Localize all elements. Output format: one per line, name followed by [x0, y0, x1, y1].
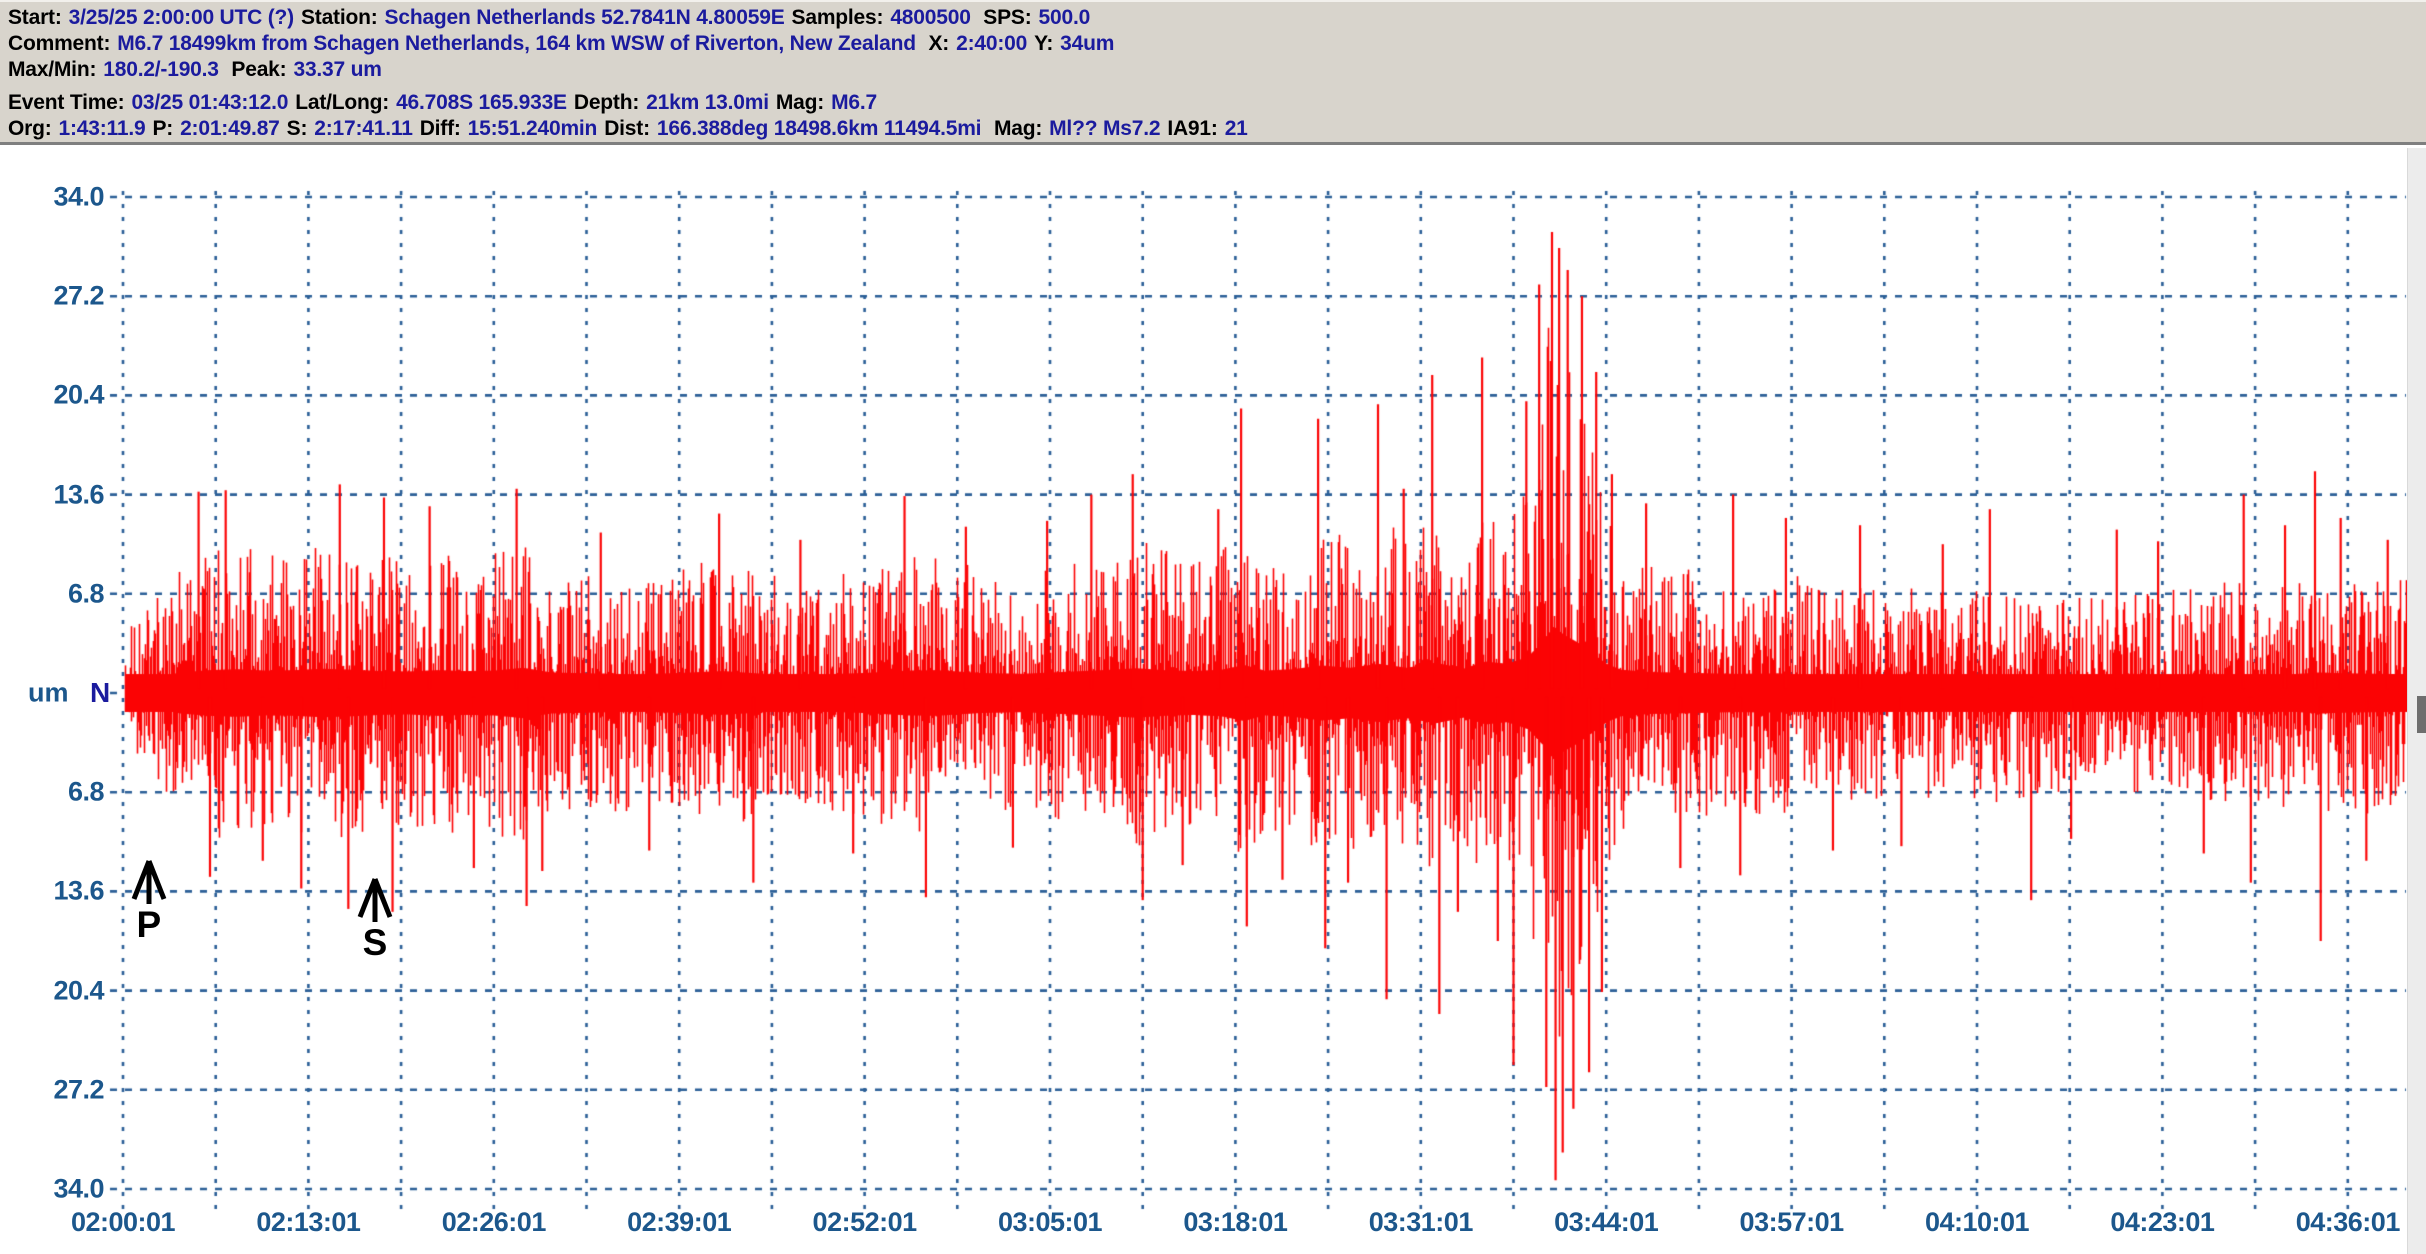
y-tick-label: 27.2	[53, 1074, 104, 1105]
field-label: Peak:	[225, 58, 287, 81]
field-label: Max/Min:	[8, 58, 97, 81]
scrollbar-thumb[interactable]	[2417, 696, 2426, 733]
field-value: 166.388deg 18498.6km 11494.5mi	[656, 117, 982, 140]
field-label: Mag:	[988, 117, 1043, 140]
field-label: Station:	[300, 6, 378, 29]
field-label: Samples:	[791, 6, 884, 29]
info-line: Comment: M6.7 18499km from Schagen Nether…	[8, 31, 2426, 57]
field-value: M6.7 18499km from Schagen Netherlands, 1…	[117, 32, 916, 55]
y-tick-label: 13.6	[53, 479, 104, 510]
y-tick-label: 20.4	[53, 379, 104, 410]
field-value: 3/25/25 2:00:00 UTC (?)	[68, 6, 295, 29]
up-arrow-icon	[357, 878, 393, 922]
y-tick-label: 6.8	[67, 776, 105, 807]
field-label: Dist:	[604, 117, 650, 140]
field-value: 15:51.240min	[467, 117, 598, 140]
up-arrow-icon	[131, 860, 167, 904]
info-line: Org: 1:43:11.9 P: 2:01:49.87 S: 2:17:41.11 Dif…	[8, 116, 2426, 142]
field-value: 1:43:11.9	[58, 117, 146, 140]
field-value: 2:17:41.11	[314, 117, 413, 140]
field-value: 33.37 um	[293, 58, 382, 81]
field-value: 2:01:49.87	[180, 117, 280, 140]
field-value: 03/25 01:43:12.0	[131, 91, 289, 114]
info-header: Start: 3/25/25 2:00:00 UTC (?) Station: Sch…	[0, 0, 2426, 145]
field-value: 46.708S 165.933E	[396, 91, 567, 114]
field-label: Diff:	[419, 117, 461, 140]
field-value: Schagen Netherlands 52.7841N 4.80059E	[384, 6, 785, 29]
p-marker-label: P	[136, 904, 162, 945]
field-label: Event Time:	[8, 91, 125, 114]
field-value: 21km 13.0mi	[646, 91, 769, 114]
x-tick-label: 04:36:01	[2295, 1207, 2401, 1237]
field-label: P:	[152, 117, 174, 140]
x-tick-label: 02:52:01	[812, 1207, 918, 1237]
field-value: 180.2/-190.3	[103, 58, 219, 81]
p-arrival-marker: P	[129, 858, 169, 945]
field-label: X:	[922, 32, 950, 55]
y-tick-label: 13.6	[53, 875, 104, 906]
field-value: 2:40:00	[956, 32, 1028, 55]
seismogram-trace[interactable]	[0, 148, 2426, 1254]
info-line: Max/Min: 180.2/-190.3 Peak: 33.37 um	[8, 57, 2426, 83]
seismogram-plot: 34.0 34.0 27.2 27.2 20.4 20.4 13.6 13.6 6.8 6.8 u…	[0, 148, 2426, 1254]
x-tick-label: 04:10:01	[1924, 1207, 2030, 1237]
x-tick-label: 03:05:01	[997, 1207, 1103, 1237]
field-value: M6.7	[831, 91, 877, 114]
x-tick-label: 03:18:01	[1183, 1207, 1288, 1237]
y-tick-label: 34.0	[53, 181, 104, 212]
x-tick-label: 03:31:01	[1368, 1207, 1474, 1237]
field-label: Y:	[1034, 32, 1054, 55]
x-tick-label: 02:39:01	[627, 1207, 732, 1237]
field-value: 34um	[1060, 32, 1115, 55]
channel-label: N	[90, 677, 111, 708]
field-label: Mag:	[775, 91, 825, 114]
right-scroll-strip	[2407, 148, 2426, 1254]
x-tick-label: 03:44:01	[1554, 1207, 1659, 1237]
y-tick-label: 20.4	[53, 975, 104, 1006]
y-axis-unit-label: um	[28, 677, 69, 708]
field-label: IA91:	[1167, 117, 1218, 140]
field-label: Org:	[8, 117, 52, 140]
field-label: Depth:	[573, 91, 640, 114]
field-label: S:	[286, 117, 308, 140]
field-value: Ml?? Ms7.2	[1049, 117, 1161, 140]
field-value: 4800500	[890, 6, 971, 29]
x-tick-label: 02:00:01	[70, 1207, 176, 1237]
y-tick-label: 27.2	[53, 280, 104, 311]
field-value: 21	[1224, 117, 1248, 140]
field-label: Start:	[8, 6, 62, 29]
field-label: Comment:	[8, 32, 111, 55]
info-line: Start: 3/25/25 2:00:00 UTC (?) Station: Sch…	[8, 5, 2426, 31]
field-label: Lat/Long:	[295, 91, 390, 114]
field-value: 500.0	[1038, 6, 1091, 29]
x-tick-label: 03:57:01	[1739, 1207, 1845, 1237]
y-tick-label: 6.8	[67, 578, 105, 609]
info-line: Event Time: 03/25 01:43:12.0 Lat/Long: 46.7…	[8, 90, 2426, 116]
x-tick-label: 02:13:01	[256, 1207, 361, 1237]
s-arrival-marker: S	[355, 876, 395, 963]
s-marker-label: S	[362, 922, 388, 963]
field-label: SPS:	[977, 6, 1032, 29]
x-tick-label: 02:26:01	[441, 1207, 547, 1237]
y-tick-label: 34.0	[53, 1173, 104, 1204]
x-tick-label: 04:23:01	[2110, 1207, 2215, 1237]
